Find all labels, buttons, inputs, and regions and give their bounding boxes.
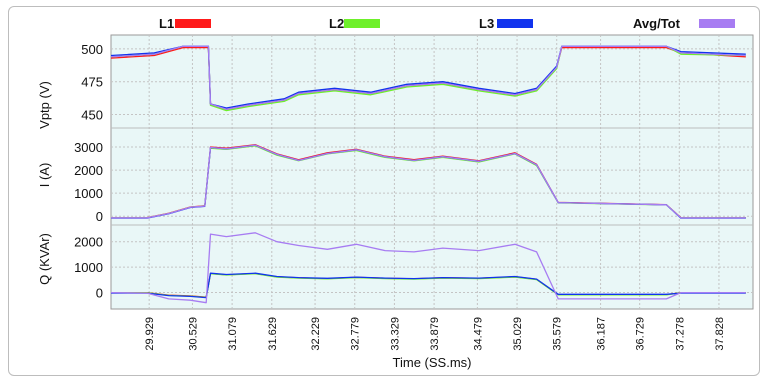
chart-frame: 29.929 30.529 31.079 31.629 32.229 32.779 33.3… xyxy=(8,6,760,376)
legend-label: L3 xyxy=(479,16,494,31)
x-tick-label: 35.029 xyxy=(512,317,524,351)
legend-label: L2 xyxy=(329,16,344,31)
x-tick-label: 33.879 xyxy=(429,317,441,351)
y-axis-label: I (A) xyxy=(37,163,52,188)
legend-swatch xyxy=(344,19,380,28)
y-axis-label: Q (KVAr) xyxy=(37,233,52,285)
x-tick-label: 29.929 xyxy=(144,317,156,351)
y-tick-label: 1000 xyxy=(74,260,103,275)
x-axis-label: Time (SS.ms) xyxy=(393,355,472,370)
x-tick-label: 31.629 xyxy=(267,317,279,351)
y-tick-label: 1000 xyxy=(74,186,103,201)
y-tick-label: 0 xyxy=(96,209,103,224)
plot-area xyxy=(110,34,754,310)
series-line-avg-tot xyxy=(110,232,746,304)
x-tick-label: 37.278 xyxy=(674,317,686,351)
chart-svg: 29.929 30.529 31.079 31.629 32.229 32.779 33.3… xyxy=(37,16,754,370)
y-tick-label: 450 xyxy=(81,108,103,123)
y-tick-label: 500 xyxy=(81,42,103,57)
y-axis-label: Vptp (V) xyxy=(37,81,52,129)
y-tick-label: 2000 xyxy=(74,235,103,250)
series-line-avg-tot xyxy=(111,144,746,219)
legend-label: L1 xyxy=(159,16,174,31)
y-tick-label: 0 xyxy=(96,286,103,301)
y-tick-label: 475 xyxy=(81,75,103,90)
x-tick-label: 30.529 xyxy=(187,317,199,351)
y-tick-label: 2000 xyxy=(74,163,103,178)
x-tick-label: 36.729 xyxy=(635,317,647,351)
x-tick-label: 32.779 xyxy=(350,317,362,351)
legend-swatch xyxy=(175,19,211,28)
x-tick-label: 35.579 xyxy=(552,317,564,351)
series-line-avg-tot xyxy=(110,45,746,110)
x-tick-label: 32.229 xyxy=(310,317,322,351)
x-tick-label: 36.187 xyxy=(596,317,608,351)
x-tick-label: 34.479 xyxy=(472,317,484,351)
legend-label: Avg/Tot xyxy=(633,16,681,31)
x-tick-label: 33.329 xyxy=(389,317,401,351)
x-tick-label: 37.828 xyxy=(714,317,726,351)
y-tick-label: 3000 xyxy=(74,140,103,155)
x-tick-label: 31.079 xyxy=(227,317,239,351)
legend-swatch xyxy=(699,19,735,28)
series-line-l3 xyxy=(111,272,746,299)
legend-swatch xyxy=(497,19,533,28)
